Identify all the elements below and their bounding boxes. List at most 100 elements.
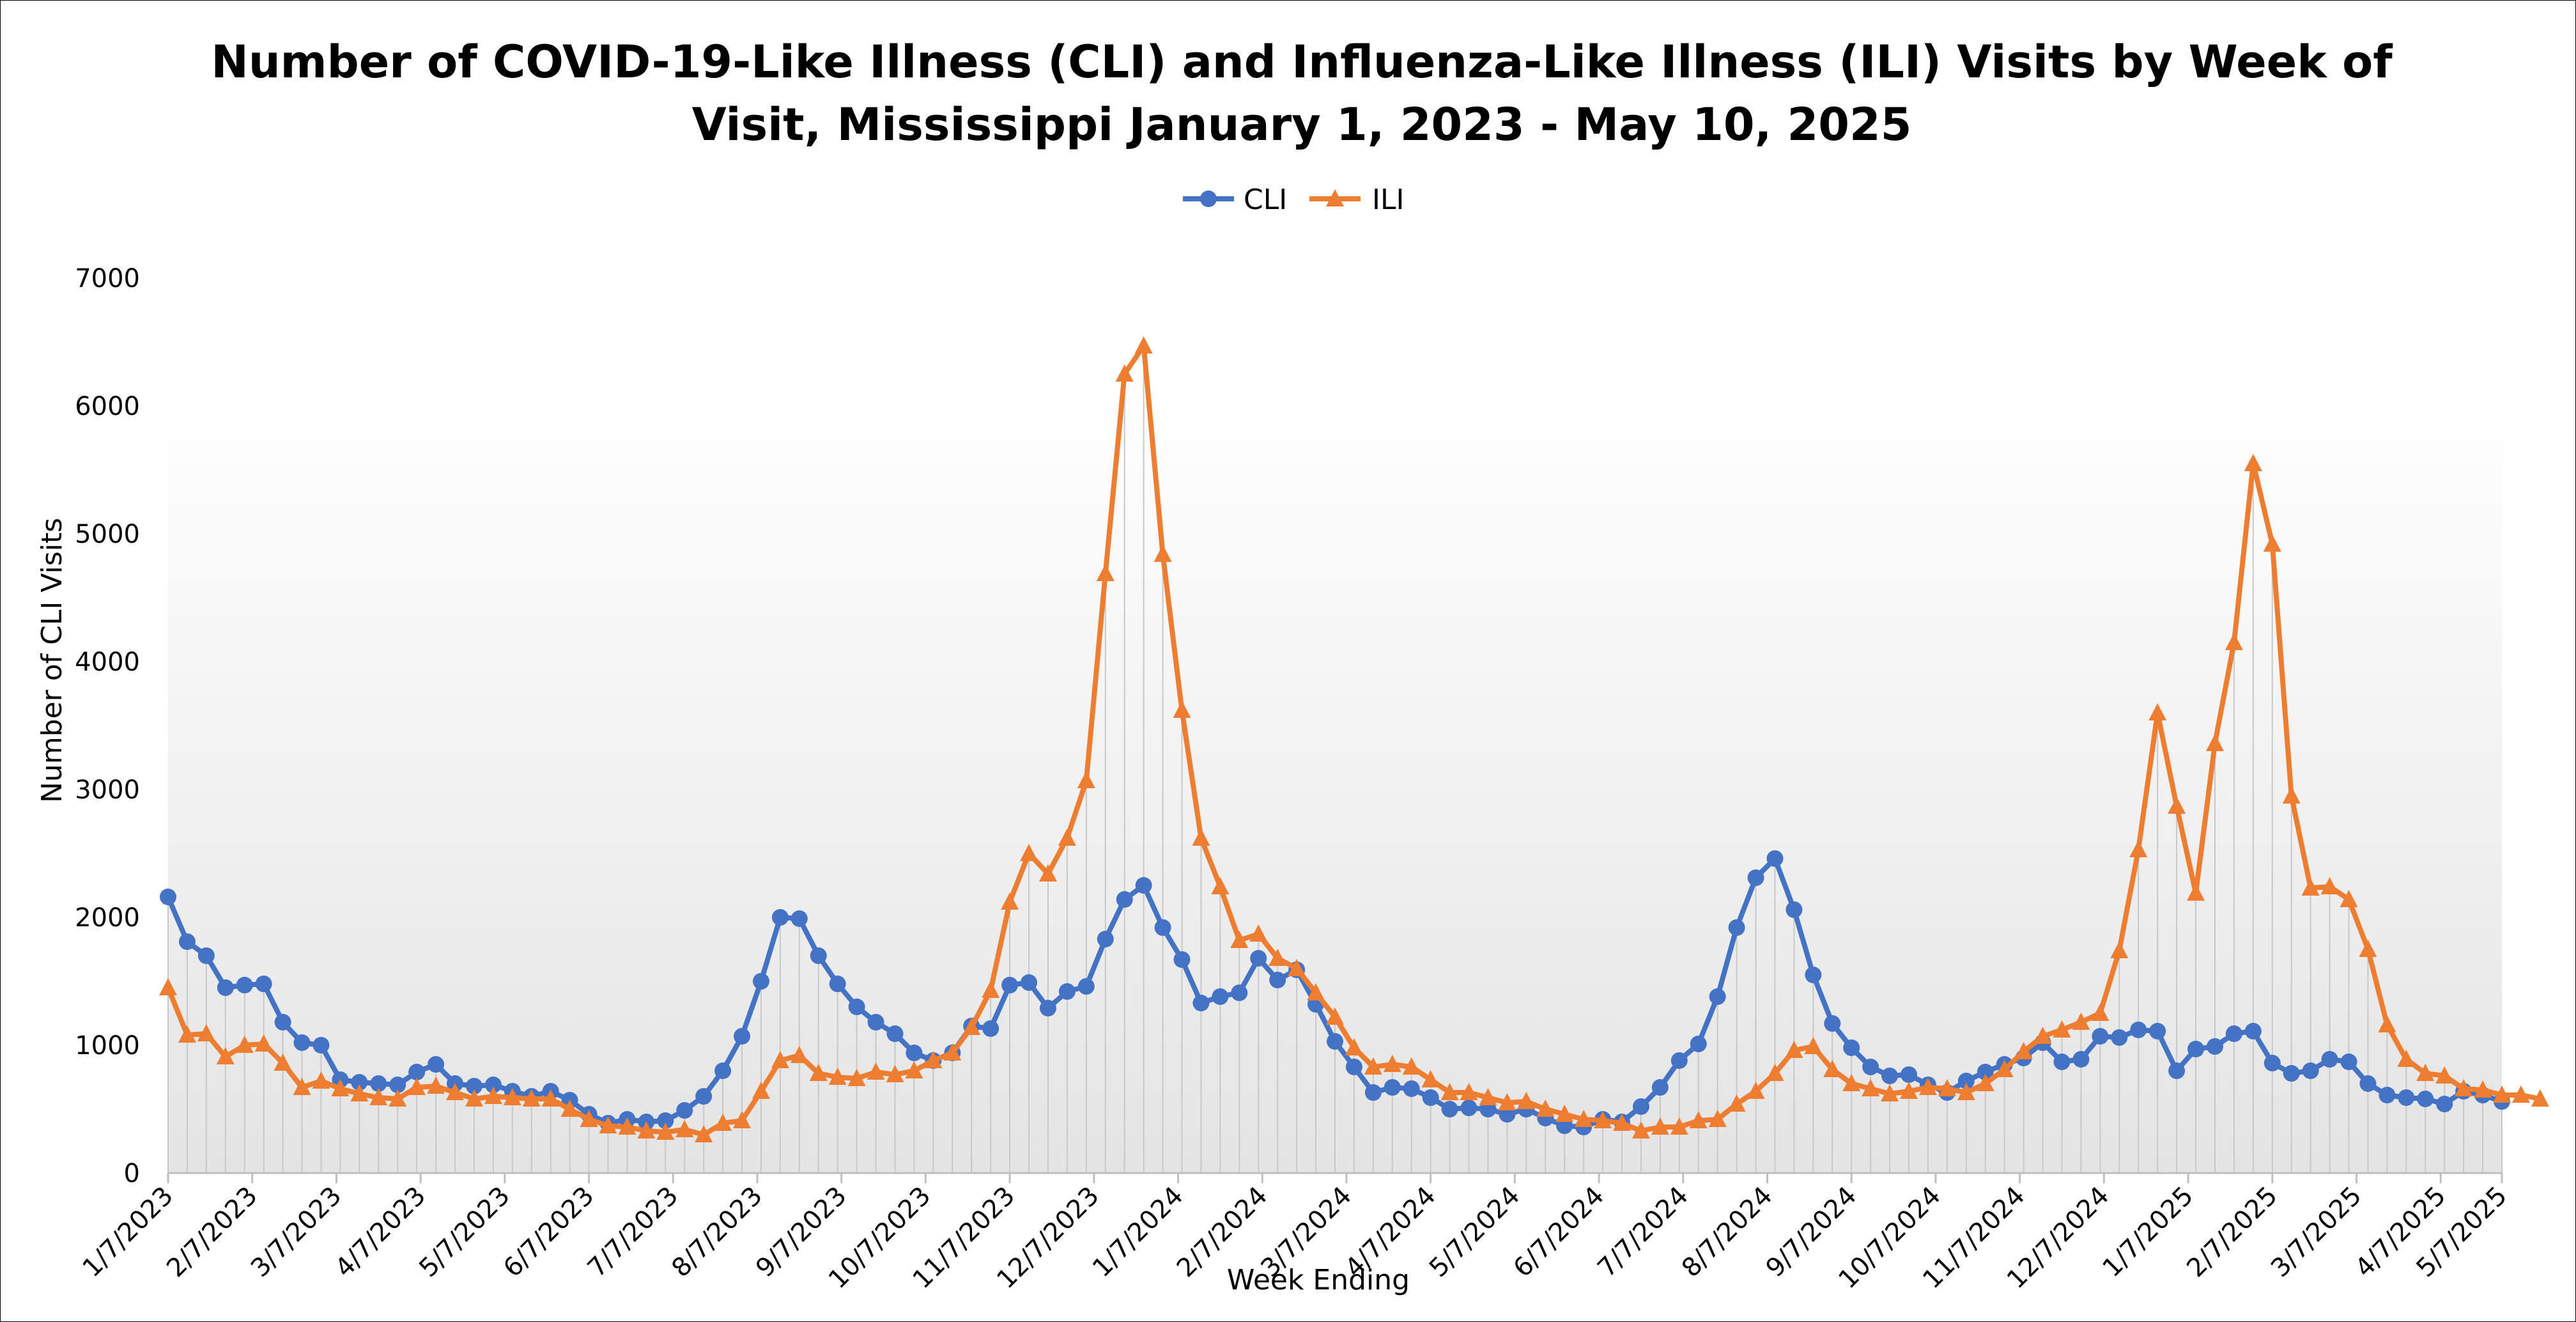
data-point-ili	[924, 1051, 943, 1068]
data-point-ili	[2033, 1027, 2052, 1044]
data-point-ili	[1766, 1064, 1784, 1081]
data-point-ili	[1058, 828, 1076, 846]
data-point-cli	[752, 973, 769, 990]
data-point-ili	[771, 1051, 789, 1068]
data-point-cli	[1881, 1068, 1899, 1084]
data-point-cli	[351, 1074, 368, 1091]
data-point-cli	[2092, 1028, 2109, 1045]
data-point-ili	[580, 1110, 598, 1127]
data-point-cli	[1364, 1084, 1382, 1101]
data-point-ili	[2263, 534, 2281, 552]
data-point-cli	[714, 1062, 732, 1079]
data-point-ili	[1708, 1110, 1727, 1127]
data-point-ili	[2187, 883, 2205, 901]
data-point-ili	[847, 1069, 866, 1086]
data-point-ili	[235, 1036, 254, 1053]
data-point-ili	[216, 1047, 235, 1064]
data-point-ili	[2205, 734, 2224, 751]
data-point-ili	[2282, 786, 2301, 804]
data-point-cli	[2206, 1038, 2223, 1055]
legend-ili-label: ILI	[1372, 183, 1404, 216]
data-point-ili	[2493, 1085, 2511, 1103]
data-point-cli	[771, 909, 789, 926]
chart-title-line-1: Number of COVID-19-Like Illness (CLI) an…	[211, 36, 2393, 88]
legend-cli-marker	[1200, 191, 1217, 207]
data-point-ili	[1383, 1055, 1401, 1072]
data-point-ili	[1326, 1007, 1344, 1025]
data-point-cli	[867, 1014, 884, 1030]
x-tick-label: 8/7/2023	[666, 1181, 768, 1284]
data-point-cli	[160, 889, 176, 905]
x-tick-label: 8/7/2024	[1676, 1181, 1778, 1284]
data-point-ili	[1173, 701, 1191, 718]
data-point-cli	[695, 1088, 713, 1105]
data-point-ili	[350, 1084, 369, 1101]
data-point-ili	[2244, 454, 2262, 471]
data-point-ili	[2148, 703, 2167, 720]
data-point-cli	[1632, 1098, 1649, 1115]
data-point-ili	[1536, 1100, 1555, 1117]
data-point-cli	[1977, 1064, 1994, 1080]
x-tick-label: 5/7/2024	[1424, 1181, 1526, 1284]
data-point-ili	[2511, 1085, 2530, 1103]
x-tick-label: 2/7/2025	[2181, 1181, 2283, 1284]
data-point-cli	[1460, 1100, 1477, 1116]
data-point-cli	[906, 1045, 923, 1061]
data-point-cli	[1862, 1059, 1879, 1075]
legend-cli-label: CLI	[1244, 183, 1287, 216]
data-point-ili	[2168, 797, 2186, 814]
data-point-ili	[733, 1111, 752, 1128]
x-tick-label: 7/7/2023	[582, 1181, 684, 1284]
data-point-ili	[1900, 1082, 1918, 1099]
data-point-ili	[637, 1121, 656, 1139]
data-point-ili	[2091, 1004, 2109, 1021]
data-point-ili	[1747, 1082, 1765, 1099]
data-point-cli	[1077, 978, 1095, 995]
data-point-ili	[1938, 1079, 1956, 1096]
data-point-cli	[848, 999, 865, 1015]
data-point-ili	[1020, 844, 1038, 861]
data-point-cli	[1384, 1079, 1401, 1096]
data-point-ili	[331, 1079, 350, 1096]
data-point-cli	[1039, 1000, 1056, 1016]
data-point-cli	[1766, 850, 1784, 867]
x-tick-label: 6/7/2023	[498, 1181, 600, 1284]
data-point-cli	[2359, 1075, 2377, 1092]
data-point-ili	[1288, 959, 1306, 976]
data-point-ili	[1038, 864, 1057, 882]
data-point-ili	[1555, 1105, 1574, 1122]
data-point-ili	[2072, 1013, 2090, 1030]
data-point-cli	[1670, 1052, 1688, 1069]
data-point-cli	[1345, 1059, 1362, 1075]
legend: CLI ILI	[1183, 183, 1404, 216]
data-point-ili	[2320, 877, 2339, 894]
data-point-ili	[1096, 564, 1114, 581]
data-point-cli	[2417, 1091, 2434, 1107]
data-point-ili	[1153, 545, 1172, 562]
data-point-ili	[1918, 1078, 1937, 1095]
data-point-cli	[1901, 1066, 1918, 1083]
data-point-cli	[2072, 1051, 2090, 1068]
x-tick-label: 1/7/2024	[1087, 1181, 1189, 1284]
data-point-cli	[2130, 1022, 2147, 1038]
data-point-cli	[1805, 967, 1822, 983]
data-point-ili	[1460, 1083, 1478, 1100]
data-point-cli	[255, 976, 272, 992]
y-tick-label: 0	[124, 1159, 140, 1188]
data-point-cli	[1173, 951, 1191, 968]
series-ili	[159, 336, 2549, 1142]
data-point-ili	[1440, 1083, 1459, 1100]
data-point-ili	[503, 1088, 521, 1105]
data-point-cli	[217, 979, 234, 996]
data-point-cli	[1422, 1089, 1439, 1106]
data-point-cli	[2321, 1051, 2338, 1068]
data-point-ili	[2225, 633, 2243, 650]
legend-item-ili: ILI	[1309, 183, 1404, 216]
y-axis-title: Number of CLI Visits	[36, 518, 68, 803]
data-point-ili	[2340, 890, 2358, 907]
data-point-cli	[2398, 1089, 2415, 1106]
data-point-cli	[829, 976, 846, 992]
y-tick-label: 6000	[75, 392, 140, 421]
data-point-cli	[1824, 1015, 1841, 1032]
